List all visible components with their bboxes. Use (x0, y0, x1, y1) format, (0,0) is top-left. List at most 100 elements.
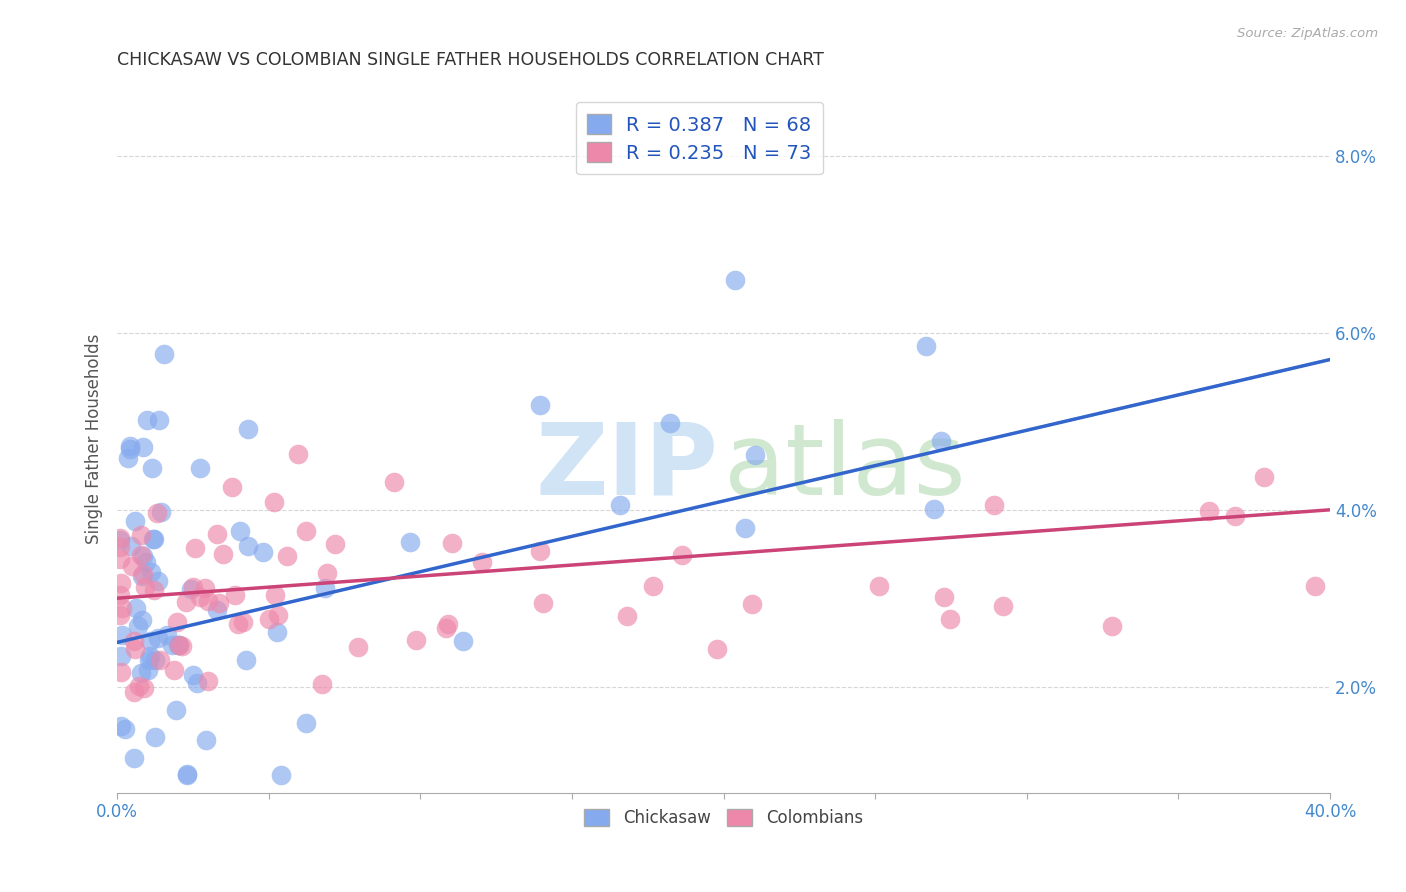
Chickasaw (136, 413, 159, 427)
Text: Source: ZipAtlas.com: Source: ZipAtlas.com (1237, 27, 1378, 40)
Chickasaw (451, 634, 474, 648)
Colombians (170, 639, 193, 653)
Chickasaw (131, 613, 153, 627)
Colombians (316, 566, 339, 581)
Chickasaw (922, 501, 945, 516)
Chickasaw (734, 520, 756, 534)
Colombians (706, 641, 728, 656)
Colombians (295, 524, 318, 538)
Colombians (146, 506, 169, 520)
Chickasaw (180, 582, 202, 597)
Chickasaw (266, 625, 288, 640)
Colombians (190, 590, 212, 604)
Chickasaw (195, 732, 218, 747)
Colombians (531, 596, 554, 610)
Chickasaw (294, 715, 316, 730)
Y-axis label: Single Father Households: Single Father Households (86, 334, 103, 544)
Colombians (641, 578, 664, 592)
Colombians (110, 532, 132, 546)
Chickasaw (314, 581, 336, 595)
Chickasaw (125, 600, 148, 615)
Chickasaw (114, 722, 136, 736)
Colombians (257, 612, 280, 626)
Chickasaw (142, 532, 165, 546)
Colombians (287, 447, 309, 461)
Text: ZIP: ZIP (536, 419, 718, 516)
Chickasaw (228, 524, 250, 538)
Chickasaw (188, 461, 211, 475)
Chickasaw (146, 574, 169, 588)
Colombians (221, 480, 243, 494)
Colombians (263, 495, 285, 509)
Chickasaw (121, 539, 143, 553)
Colombians (132, 566, 155, 581)
Chickasaw (110, 719, 132, 733)
Chickasaw (724, 273, 747, 287)
Colombians (263, 588, 285, 602)
Colombians (124, 641, 146, 656)
Chickasaw (398, 534, 420, 549)
Legend: Chickasaw, Colombians: Chickasaw, Colombians (578, 802, 869, 834)
Colombians (325, 536, 347, 550)
Chickasaw (136, 663, 159, 677)
Chickasaw (149, 505, 172, 519)
Colombians (939, 611, 962, 625)
Colombians (166, 615, 188, 629)
Chickasaw (148, 412, 170, 426)
Chickasaw (160, 638, 183, 652)
Chickasaw (139, 565, 162, 579)
Colombians (149, 653, 172, 667)
Chickasaw (117, 451, 139, 466)
Colombians (197, 594, 219, 608)
Chickasaw (658, 416, 681, 430)
Colombians (134, 581, 156, 595)
Chickasaw (131, 549, 153, 563)
Colombians (110, 576, 132, 591)
Colombians (616, 608, 638, 623)
Chickasaw (235, 653, 257, 667)
Colombians (110, 608, 132, 623)
Colombians (983, 498, 1005, 512)
Chickasaw (238, 422, 260, 436)
Chickasaw (143, 532, 166, 546)
Chickasaw (122, 751, 145, 765)
Chickasaw (110, 533, 132, 547)
Colombians (129, 528, 152, 542)
Colombians (1303, 579, 1326, 593)
Colombians (122, 634, 145, 648)
Colombians (208, 596, 231, 610)
Colombians (224, 588, 246, 602)
Chickasaw (143, 730, 166, 744)
Chickasaw (156, 628, 179, 642)
Chickasaw (110, 649, 132, 664)
Chickasaw (141, 460, 163, 475)
Colombians (121, 559, 143, 574)
Chickasaw (127, 619, 149, 633)
Chickasaw (609, 498, 631, 512)
Chickasaw (915, 339, 938, 353)
Colombians (347, 640, 370, 654)
Colombians (184, 541, 207, 555)
Colombians (110, 541, 132, 555)
Chickasaw (236, 540, 259, 554)
Chickasaw (181, 668, 204, 682)
Colombians (226, 616, 249, 631)
Text: atlas: atlas (724, 419, 966, 516)
Colombians (993, 599, 1015, 614)
Colombians (129, 548, 152, 562)
Chickasaw (120, 442, 142, 456)
Chickasaw (110, 627, 132, 641)
Chickasaw (146, 631, 169, 645)
Chickasaw (138, 653, 160, 667)
Colombians (232, 615, 254, 629)
Colombians (1198, 504, 1220, 518)
Colombians (211, 547, 233, 561)
Colombians (440, 536, 463, 550)
Colombians (266, 607, 288, 622)
Colombians (181, 580, 204, 594)
Chickasaw (152, 347, 174, 361)
Chickasaw (135, 555, 157, 569)
Chickasaw (166, 638, 188, 652)
Chickasaw (252, 545, 274, 559)
Colombians (382, 475, 405, 489)
